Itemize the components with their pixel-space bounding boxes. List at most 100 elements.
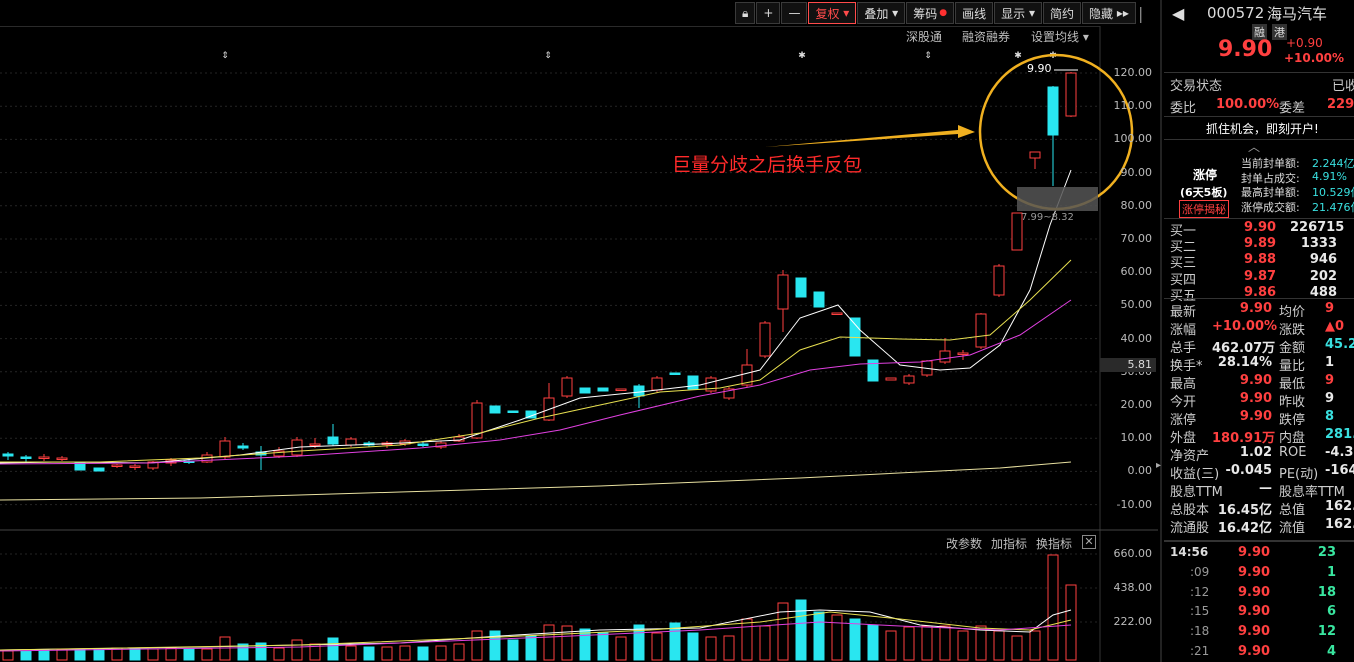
limit-up-reveal-button[interactable]: 涨停揭秘: [1179, 200, 1229, 218]
quote-value: 180.91万: [1212, 431, 1276, 446]
adjust-price-label: 复权: [815, 6, 840, 21]
quote-label: 量比: [1279, 359, 1306, 374]
tick-time: :21: [1190, 644, 1210, 658]
quote-label: 换手*: [1170, 359, 1203, 374]
add-indicator-button[interactable]: 加指标: [991, 537, 1028, 551]
volume-bar-up: [165, 647, 177, 661]
overlay-button[interactable]: 叠加 ▾: [857, 2, 906, 24]
ma5-line: [0, 169, 1072, 464]
candle-down: [795, 277, 807, 298]
volume-bar-up: [705, 636, 717, 661]
candle-down: [867, 359, 879, 382]
close-indicator-button[interactable]: ✕: [1082, 535, 1096, 549]
volume-bar-up: [957, 630, 969, 661]
bid-volume: 226715: [1290, 220, 1345, 235]
sh-connect-link[interactable]: 深股通: [906, 30, 943, 44]
quote-label: 涨跌: [1279, 323, 1306, 338]
candle-down: [417, 443, 429, 446]
volume-bar-up: [723, 635, 735, 661]
volume-bar-up: [345, 645, 357, 661]
ma-settings-button[interactable]: 设置均线 ▾: [1031, 28, 1089, 45]
stock-change: +0.90: [1286, 36, 1323, 50]
tick-time: :09: [1190, 564, 1210, 579]
prev-stock-icon[interactable]: ◀: [1172, 4, 1185, 23]
lock-icon: 🔒︎: [742, 5, 749, 20]
adjust-price-button[interactable]: 复权 ▾: [808, 2, 857, 24]
status-value: 已收: [1332, 79, 1354, 94]
bid-price[interactable]: 9.90: [1244, 220, 1277, 235]
volume-bar-up: [201, 648, 213, 661]
volume-bar-down: [687, 632, 699, 661]
display-button[interactable]: 显示 ▾: [994, 2, 1042, 24]
caret-down-icon: ▾: [843, 6, 850, 20]
arrow-icon: [765, 125, 975, 147]
collapse-right-button[interactable]: |: [1138, 4, 1143, 23]
zoom-in-button[interactable]: +: [756, 2, 781, 24]
volume-bar-up: [1047, 554, 1059, 661]
tick-volume: 4: [1326, 644, 1336, 659]
divider: [1164, 72, 1354, 73]
double-chevron-right-icon: ▸▸: [1116, 6, 1129, 20]
chips-button[interactable]: 筹码 ●: [906, 2, 955, 24]
candle-down: [93, 467, 105, 472]
tick-price: 9.90: [1238, 644, 1271, 659]
volume-bar-down: [525, 635, 537, 661]
bid-price[interactable]: 9.86: [1244, 284, 1277, 300]
limit-detail-label: 涨停成交额:: [1241, 200, 1300, 214]
bid-price[interactable]: 9.88: [1244, 252, 1277, 268]
quote-label: 均价: [1279, 305, 1306, 320]
chips-label: 筹码: [913, 6, 938, 21]
volume-bar-down: [849, 618, 861, 661]
tick-time: :18: [1190, 624, 1210, 639]
volume-bar-down: [417, 646, 429, 661]
price-tag: 9.90: [1027, 62, 1052, 75]
bid-label: 买三: [1170, 256, 1197, 272]
hk-tag: 港: [1272, 24, 1287, 40]
quote-label: 昨收: [1279, 395, 1306, 410]
quote-value: 45.2: [1325, 337, 1354, 352]
collapse-arrow-icon[interactable]: ▸: [1156, 460, 1162, 471]
quote-value: —: [1259, 481, 1272, 496]
pipe-icon: |: [1138, 4, 1144, 23]
candle-up: [147, 461, 159, 469]
bid-price[interactable]: 9.89: [1244, 236, 1277, 252]
tick-volume: 6: [1326, 604, 1336, 620]
vol-ma20-line: [0, 621, 1072, 652]
quote-label: 收益(三): [1170, 467, 1220, 482]
volume-bar-up: [741, 618, 753, 661]
chevron-up-icon[interactable]: ︿: [1248, 140, 1261, 154]
zoom-out-button[interactable]: —: [781, 2, 808, 24]
margin-trading-link[interactable]: 融资融券: [962, 30, 1011, 44]
lock-button[interactable]: 🔒︎: [735, 2, 756, 24]
volume-bar-up: [1011, 635, 1023, 661]
quote-label: 股息TTM: [1170, 485, 1223, 500]
volume-bar-up: [777, 602, 789, 661]
volume-bar-up: [453, 643, 465, 661]
switch-indicator-button[interactable]: 换指标: [1036, 537, 1073, 551]
quote-value: +10.00%: [1212, 319, 1278, 334]
quote-value: -164: [1325, 463, 1354, 478]
volume-bar-up: [1029, 630, 1041, 661]
price-axis-label: 50.00: [1120, 298, 1153, 312]
candle-up: [705, 377, 717, 392]
limit-detail-value: 21.476亿: [1312, 200, 1354, 214]
limit-detail-value: 4.91%: [1312, 169, 1347, 183]
bid-price[interactable]: 9.87: [1244, 268, 1277, 284]
candle-up: [903, 375, 915, 384]
volume-bar-down: [183, 648, 195, 661]
quote-value: 462.07万: [1212, 341, 1276, 356]
ma10-line: [0, 259, 1072, 463]
range-label: 7.99~8.32: [1021, 212, 1074, 223]
volume-bar-up: [147, 648, 159, 661]
divider: [1164, 298, 1354, 299]
hide-button[interactable]: 隐藏 ▸▸: [1081, 2, 1136, 24]
candle-up: [939, 350, 951, 363]
edit-params-button[interactable]: 改参数: [946, 537, 983, 551]
draw-line-button[interactable]: 画线: [955, 2, 994, 24]
volume-bar-up: [291, 639, 303, 661]
volume-bar-down: [795, 599, 807, 661]
price-axis-label: 10.00: [1120, 431, 1153, 445]
promo-bar[interactable]: 抓住机会，即刻开户!: [1164, 116, 1354, 140]
simple-mode-button[interactable]: 简约: [1042, 2, 1081, 24]
